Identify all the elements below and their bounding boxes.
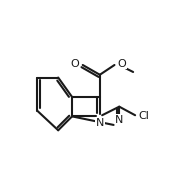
Text: O: O	[118, 59, 127, 69]
Text: N: N	[96, 118, 104, 128]
Text: Cl: Cl	[139, 111, 149, 121]
Text: O: O	[70, 59, 79, 69]
Text: N: N	[115, 115, 124, 125]
